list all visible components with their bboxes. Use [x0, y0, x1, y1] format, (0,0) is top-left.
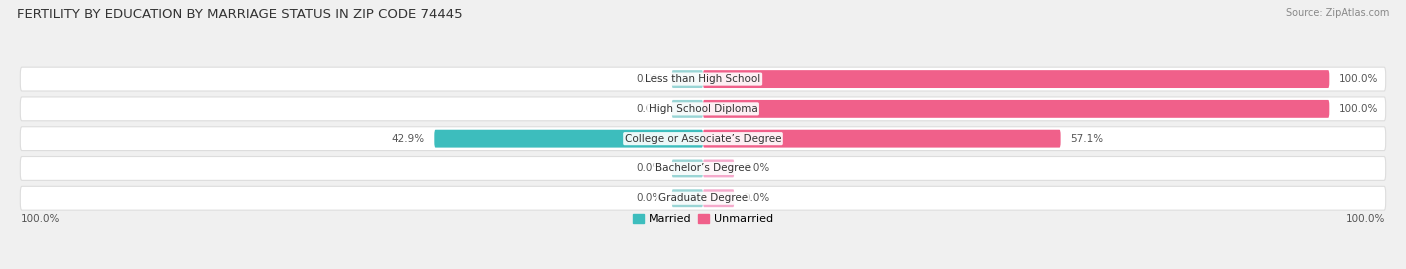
FancyBboxPatch shape	[703, 70, 1329, 88]
FancyBboxPatch shape	[434, 130, 703, 148]
FancyBboxPatch shape	[20, 127, 1386, 151]
FancyBboxPatch shape	[20, 186, 1386, 210]
Legend: Married, Unmarried: Married, Unmarried	[633, 214, 773, 224]
Text: 0.0%: 0.0%	[744, 193, 770, 203]
Text: 57.1%: 57.1%	[1070, 134, 1104, 144]
Text: High School Diploma: High School Diploma	[648, 104, 758, 114]
Text: 0.0%: 0.0%	[636, 74, 662, 84]
FancyBboxPatch shape	[20, 157, 1386, 180]
FancyBboxPatch shape	[672, 189, 703, 207]
Text: 100.0%: 100.0%	[1339, 74, 1378, 84]
FancyBboxPatch shape	[20, 97, 1386, 121]
FancyBboxPatch shape	[703, 130, 1060, 148]
FancyBboxPatch shape	[672, 160, 703, 177]
Text: Less than High School: Less than High School	[645, 74, 761, 84]
FancyBboxPatch shape	[672, 70, 703, 88]
Text: Graduate Degree: Graduate Degree	[658, 193, 748, 203]
Text: 0.0%: 0.0%	[636, 193, 662, 203]
Text: 0.0%: 0.0%	[636, 164, 662, 174]
Text: FERTILITY BY EDUCATION BY MARRIAGE STATUS IN ZIP CODE 74445: FERTILITY BY EDUCATION BY MARRIAGE STATU…	[17, 8, 463, 21]
Text: Source: ZipAtlas.com: Source: ZipAtlas.com	[1285, 8, 1389, 18]
Text: 100.0%: 100.0%	[1339, 104, 1378, 114]
FancyBboxPatch shape	[703, 189, 734, 207]
FancyBboxPatch shape	[703, 160, 734, 177]
Text: 42.9%: 42.9%	[392, 134, 425, 144]
Text: 100.0%: 100.0%	[20, 214, 59, 224]
Text: 100.0%: 100.0%	[1347, 214, 1386, 224]
FancyBboxPatch shape	[703, 100, 1329, 118]
Text: 0.0%: 0.0%	[636, 104, 662, 114]
Text: College or Associate’s Degree: College or Associate’s Degree	[624, 134, 782, 144]
Text: Bachelor’s Degree: Bachelor’s Degree	[655, 164, 751, 174]
FancyBboxPatch shape	[672, 100, 703, 118]
FancyBboxPatch shape	[20, 67, 1386, 91]
Text: 0.0%: 0.0%	[744, 164, 770, 174]
